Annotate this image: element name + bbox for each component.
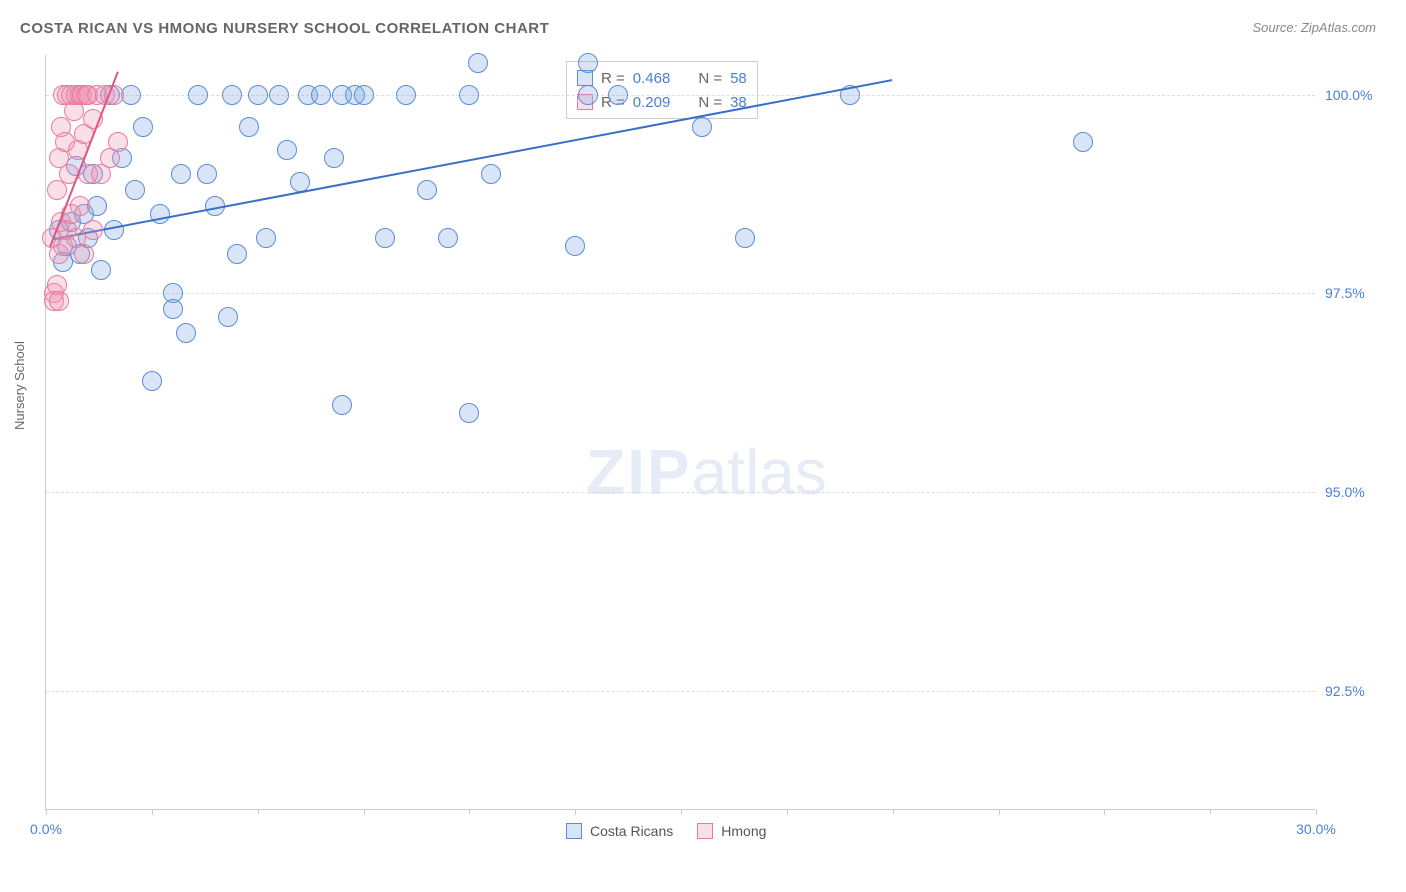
x-tick-label: 30.0% <box>1296 821 1336 837</box>
x-tick-mark <box>46 809 47 815</box>
legend-n-prefix: N = <box>698 94 722 111</box>
scatter-point <box>171 164 191 184</box>
legend-item: Hmong <box>697 823 766 839</box>
scatter-point <box>83 220 103 240</box>
scatter-point <box>49 291 69 311</box>
scatter-point <box>354 85 374 105</box>
y-tick-label: 100.0% <box>1325 87 1395 103</box>
x-tick-mark <box>1316 809 1317 815</box>
scatter-point <box>218 307 238 327</box>
scatter-point <box>188 85 208 105</box>
scatter-point <box>239 117 259 137</box>
watermark-zip: ZIP <box>586 436 692 508</box>
scatter-point <box>1073 132 1093 152</box>
legend-n-prefix: N = <box>698 70 722 87</box>
legend-swatch <box>697 823 713 839</box>
scatter-point <box>47 180 67 200</box>
x-tick-mark <box>893 809 894 815</box>
legend-label: Costa Ricans <box>590 823 673 839</box>
scatter-point <box>578 53 598 73</box>
legend-swatch <box>566 823 582 839</box>
scatter-point <box>324 148 344 168</box>
scatter-point <box>163 299 183 319</box>
scatter-point <box>74 244 94 264</box>
scatter-point <box>438 228 458 248</box>
legend-r-value: 0.468 <box>633 70 671 87</box>
x-tick-mark <box>258 809 259 815</box>
legend-item: Costa Ricans <box>566 823 673 839</box>
y-tick-label: 97.5% <box>1325 285 1395 301</box>
scatter-point <box>70 196 90 216</box>
scatter-point <box>608 85 628 105</box>
series-legend: Costa Ricans Hmong <box>566 823 766 839</box>
gridline-h <box>46 492 1315 493</box>
watermark-atlas: atlas <box>692 436 827 508</box>
legend-r-value: 0.209 <box>633 94 671 111</box>
x-tick-mark <box>364 809 365 815</box>
watermark: ZIPatlas <box>586 435 827 509</box>
legend-r-prefix: R = <box>601 70 625 87</box>
scatter-point <box>176 323 196 343</box>
x-tick-mark <box>1104 809 1105 815</box>
scatter-point <box>197 164 217 184</box>
legend-label: Hmong <box>721 823 766 839</box>
x-tick-mark <box>999 809 1000 815</box>
scatter-point <box>277 140 297 160</box>
legend-n-value: 58 <box>730 70 747 87</box>
x-tick-mark <box>1210 809 1211 815</box>
x-tick-mark <box>152 809 153 815</box>
y-tick-label: 95.0% <box>1325 484 1395 500</box>
scatter-point <box>396 85 416 105</box>
gridline-h <box>46 293 1315 294</box>
x-tick-mark <box>575 809 576 815</box>
gridline-h <box>46 691 1315 692</box>
y-axis-label: Nursery School <box>12 341 27 430</box>
scatter-point <box>468 53 488 73</box>
scatter-point <box>311 85 331 105</box>
scatter-point <box>565 236 585 256</box>
scatter-point <box>248 85 268 105</box>
scatter-point <box>459 85 479 105</box>
scatter-point <box>692 117 712 137</box>
scatter-point <box>222 85 242 105</box>
x-tick-label: 0.0% <box>30 821 62 837</box>
x-tick-mark <box>469 809 470 815</box>
x-tick-mark <box>787 809 788 815</box>
legend-row: R = 0.468 N = 58 <box>577 66 747 90</box>
scatter-point <box>125 180 145 200</box>
scatter-point <box>227 244 247 264</box>
scatter-point <box>417 180 437 200</box>
scatter-point <box>133 117 153 137</box>
scatter-point <box>459 403 479 423</box>
scatter-point <box>269 85 289 105</box>
chart-title: COSTA RICAN VS HMONG NURSERY SCHOOL CORR… <box>20 20 549 37</box>
scatter-point <box>256 228 276 248</box>
source-label: Source: ZipAtlas.com <box>1252 20 1376 35</box>
scatter-point <box>481 164 501 184</box>
scatter-point <box>735 228 755 248</box>
scatter-point <box>375 228 395 248</box>
scatter-point <box>108 132 128 152</box>
chart-plot-area: ZIPatlas R =0.468N =58R =0.209N =38 Cost… <box>45 55 1315 810</box>
scatter-point <box>142 371 162 391</box>
scatter-point <box>91 260 111 280</box>
x-tick-mark <box>681 809 682 815</box>
scatter-point <box>578 85 598 105</box>
y-tick-label: 92.5% <box>1325 683 1395 699</box>
scatter-point <box>332 395 352 415</box>
